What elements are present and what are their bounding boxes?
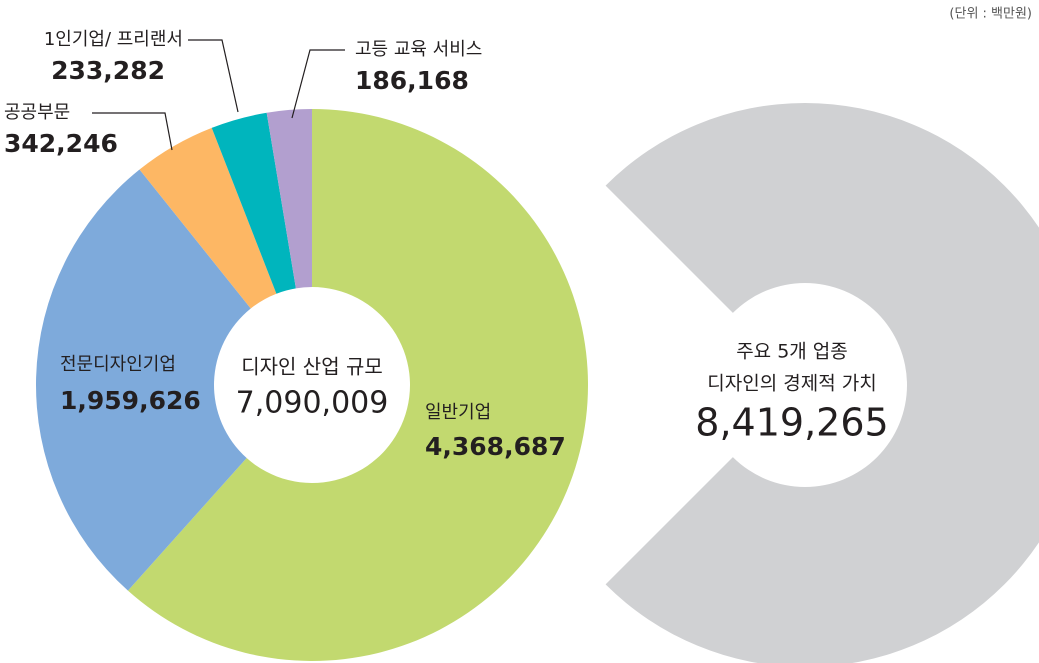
donut-slice (266, 109, 312, 289)
donut-slice (211, 112, 296, 294)
ring (605, 103, 1039, 663)
value-label: 1,959,626 (60, 386, 201, 415)
marks (36, 103, 1039, 663)
donut-slice (36, 169, 251, 591)
category-label: 공공부문 (4, 102, 70, 123)
leader-line (291, 49, 345, 119)
unit-note: (단위 : 백만원) (949, 7, 1032, 22)
value-label: 4,368,687 (425, 432, 566, 461)
center-title: 디자인 산업 규모 (241, 355, 383, 379)
ring-value: 8,419,265 (695, 401, 888, 445)
value-label: 342,246 (4, 129, 118, 158)
value-label: 233,282 (51, 56, 165, 85)
ring-subtitle: 주요 5개 업종 (736, 341, 848, 363)
category-label: 일반기업 (425, 402, 491, 423)
leader-line (92, 112, 173, 151)
center-total: 7,090,009 (236, 386, 389, 421)
value-label: 186,168 (355, 66, 469, 95)
ring-subtitle: 디자인의 경제적 가치 (707, 373, 876, 395)
category-label: 전문디자인기업 (60, 354, 176, 375)
category-label: 1인기업/ 프리랜서 (44, 29, 183, 50)
donut-slice (139, 127, 277, 309)
category-label: 고등 교육 서비스 (355, 39, 482, 60)
donut-slice (127, 109, 588, 661)
leader-line (188, 39, 239, 113)
